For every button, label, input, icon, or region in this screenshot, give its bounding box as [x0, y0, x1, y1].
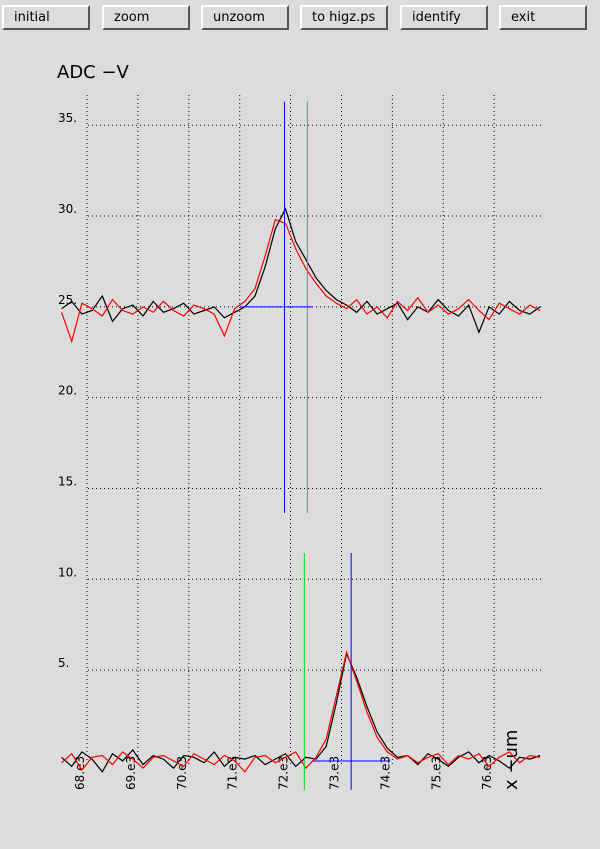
- y-tick-label: 35.: [58, 111, 77, 125]
- y-tick-label: 5.: [58, 656, 69, 670]
- x-axis-label: x −um: [501, 730, 522, 790]
- chart-title: ADC −V: [57, 62, 130, 83]
- y-tick-label: 30.: [58, 202, 77, 216]
- y-tick-label: 15.: [58, 474, 77, 488]
- data-line: [61, 649, 541, 773]
- button[interactable]: unzoom: [201, 5, 289, 30]
- x-tick-label: 72.e3: [277, 756, 291, 790]
- x-tick-label: 71.e3: [226, 756, 240, 790]
- button[interactable]: zoom: [102, 5, 190, 30]
- x-tick-label: 68.e3: [73, 756, 87, 790]
- x-tick-label: 74.e3: [378, 756, 392, 790]
- button[interactable]: identify: [400, 5, 488, 30]
- y-tick-label: 25.: [58, 293, 77, 307]
- button[interactable]: to higz.ps: [300, 5, 388, 30]
- data-line: [61, 651, 541, 773]
- x-tick-label: 69.e3: [124, 756, 138, 790]
- x-tick-label: 75.e3: [429, 756, 443, 790]
- button[interactable]: exit: [499, 5, 587, 30]
- data-line: [61, 207, 541, 334]
- x-tick-label: 73.e3: [327, 756, 341, 790]
- y-tick-label: 10.: [58, 565, 77, 579]
- button[interactable]: initial: [2, 5, 90, 30]
- x-tick-label: 70.e3: [175, 756, 189, 790]
- y-tick-label: 20.: [58, 384, 77, 398]
- data-line: [61, 218, 541, 344]
